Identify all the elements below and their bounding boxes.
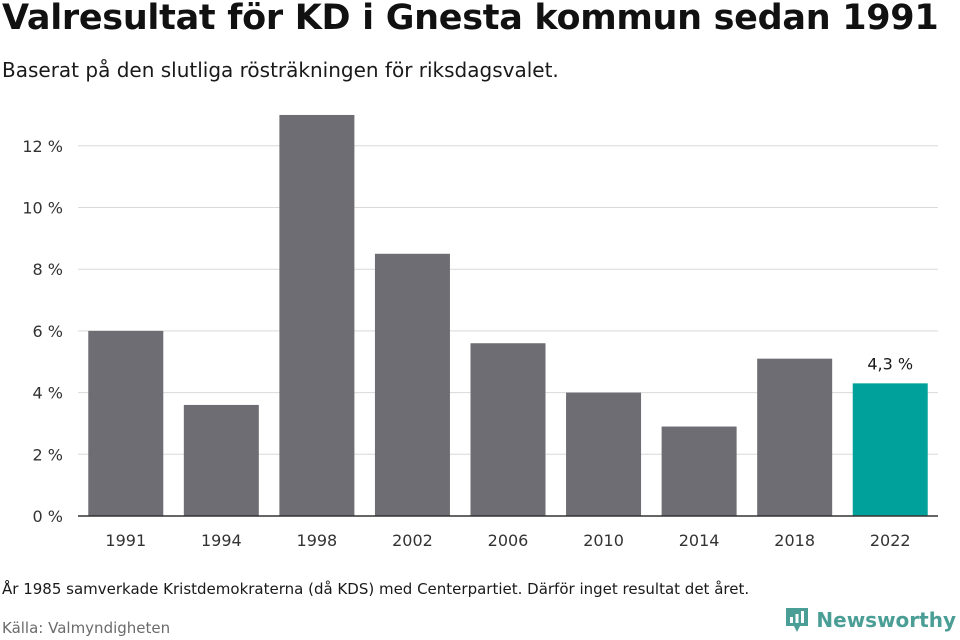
x-tick-label: 2014 bbox=[679, 531, 720, 550]
bar-2022 bbox=[852, 383, 928, 516]
brand-name: Newsworthy bbox=[816, 608, 956, 632]
newsworthy-logo-icon bbox=[786, 608, 809, 632]
bar-2018 bbox=[757, 358, 833, 516]
bar-2014 bbox=[661, 426, 737, 516]
bar-1991 bbox=[88, 330, 164, 516]
x-tick-label: 2006 bbox=[488, 531, 529, 550]
y-tick-label: 10 % bbox=[22, 199, 63, 218]
x-tick-label: 2022 bbox=[870, 531, 911, 550]
x-tick-label: 2010 bbox=[583, 531, 624, 550]
chart-title: Valresultat för KD i Gnesta kommun sedan… bbox=[2, 0, 939, 38]
brand-logo: Newsworthy bbox=[784, 606, 956, 634]
x-tick-label: 1998 bbox=[297, 531, 338, 550]
y-tick-label: 6 % bbox=[33, 322, 63, 341]
chart-subtitle: Baserat på den slutliga rösträkningen fö… bbox=[2, 58, 559, 82]
y-tick-label: 12 % bbox=[22, 137, 63, 156]
y-tick-label: 4 % bbox=[33, 384, 63, 403]
bar-chart: 0 % 2 % 4 % 6 % 8 % 10 % 12 % 1991 1994 1998 2002 2… bbox=[22, 114, 938, 550]
bar-1994 bbox=[183, 404, 259, 516]
footnote: År 1985 samverkade Kristdemokraterna (då… bbox=[2, 580, 750, 598]
x-tick-label: 2002 bbox=[392, 531, 433, 550]
bar-2006 bbox=[470, 343, 546, 516]
y-tick-label: 8 % bbox=[33, 260, 63, 279]
y-tick-label: 0 % bbox=[33, 507, 63, 526]
x-tick-label: 2018 bbox=[774, 531, 815, 550]
bar-2002 bbox=[374, 253, 450, 516]
data-label: 4,3 % bbox=[867, 354, 913, 373]
bar-1998 bbox=[279, 114, 355, 516]
x-tick-label: 1991 bbox=[105, 531, 146, 550]
y-tick-label: 2 % bbox=[33, 445, 63, 464]
bar-2010 bbox=[566, 392, 642, 516]
source-text: Källa: Valmyndigheten bbox=[2, 619, 171, 637]
x-tick-label: 1994 bbox=[201, 531, 242, 550]
